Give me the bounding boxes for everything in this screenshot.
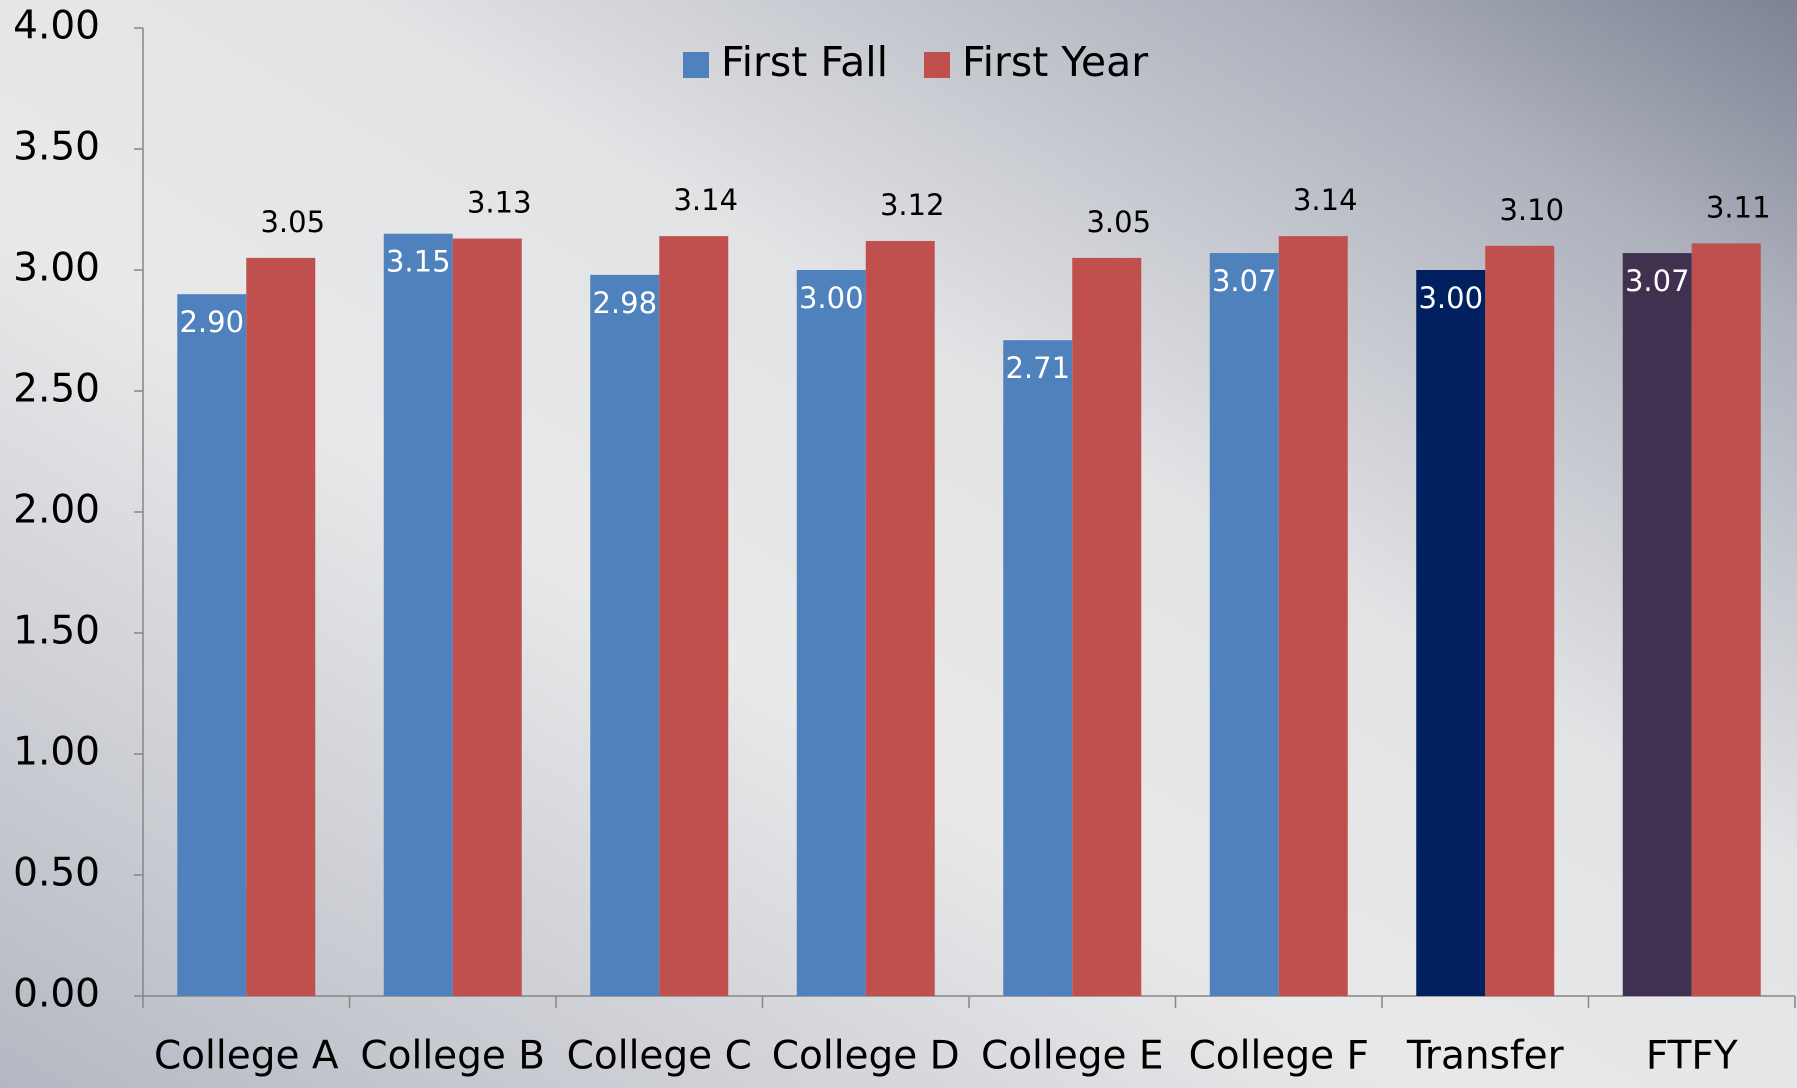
data-label: 3.12	[880, 188, 945, 222]
x-tick-label: College D	[772, 1034, 960, 1079]
x-tick-label: College E	[981, 1034, 1164, 1079]
data-label: 3.14	[673, 183, 738, 217]
bar	[1278, 236, 1348, 996]
y-tick-label: 3.00	[13, 246, 100, 291]
y-tick-label: 0.00	[13, 972, 100, 1017]
x-tick-label: College B	[360, 1034, 545, 1079]
bar	[1416, 270, 1486, 996]
data-label: 3.11	[1706, 190, 1771, 224]
data-label: 2.98	[592, 286, 657, 320]
y-tick-label: 2.50	[13, 367, 100, 412]
data-label: 3.05	[260, 205, 325, 239]
bar	[246, 257, 316, 996]
bar	[1072, 257, 1142, 996]
data-label: 3.14	[1293, 183, 1358, 217]
y-tick-label: 1.50	[13, 609, 100, 654]
data-label: 3.05	[1086, 205, 1151, 239]
bar	[796, 270, 866, 996]
y-tick-label: 0.50	[13, 851, 100, 896]
bar	[1622, 253, 1692, 996]
data-label: 3.00	[1418, 281, 1483, 315]
x-tick-label: Transfer	[1406, 1034, 1565, 1079]
bar	[1003, 340, 1073, 996]
bar	[1209, 253, 1279, 996]
bar	[383, 233, 453, 996]
bar	[1691, 243, 1761, 996]
y-tick-label: 1.00	[13, 730, 100, 775]
bar	[1485, 245, 1555, 997]
data-label: 3.07	[1625, 264, 1690, 298]
legend-swatch	[683, 52, 709, 78]
x-tick-label: College A	[154, 1034, 339, 1079]
legend-label: First Year	[962, 38, 1148, 86]
y-tick-label: 3.50	[13, 125, 100, 170]
data-label: 3.07	[1212, 264, 1277, 298]
data-label: 2.71	[1005, 351, 1070, 385]
bar	[659, 236, 729, 996]
data-label: 2.90	[179, 305, 244, 339]
bar	[590, 274, 660, 997]
x-tick-label: College C	[567, 1034, 752, 1079]
legend-swatch	[924, 52, 950, 78]
data-label: 3.00	[799, 281, 864, 315]
bar	[452, 238, 522, 997]
x-tick-label: College F	[1189, 1034, 1369, 1079]
bar	[177, 294, 247, 996]
data-label: 3.13	[467, 186, 532, 220]
y-tick-label: 4.00	[13, 4, 100, 49]
y-tick-label: 2.00	[13, 488, 100, 533]
bar	[865, 240, 935, 996]
data-label: 3.15	[386, 245, 451, 279]
data-label: 3.10	[1499, 193, 1564, 227]
legend-label: First Fall	[721, 38, 888, 86]
x-tick-label: FTFY	[1646, 1034, 1738, 1079]
